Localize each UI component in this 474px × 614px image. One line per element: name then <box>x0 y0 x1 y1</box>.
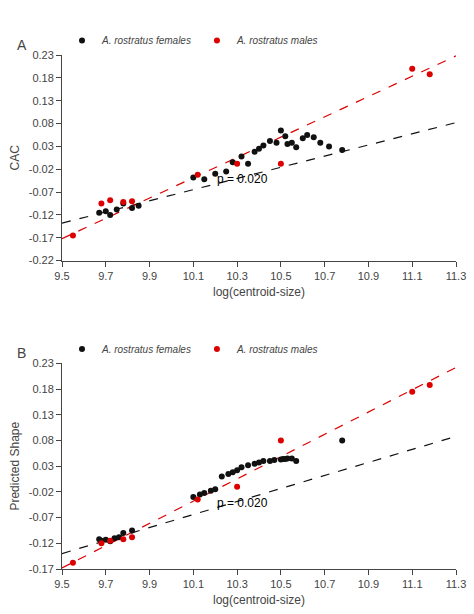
svg-text:10.7: 10.7 <box>314 270 335 282</box>
svg-text:10.1: 10.1 <box>183 578 204 590</box>
svg-text:10.7: 10.7 <box>314 578 335 590</box>
svg-text:-0.22: -0.22 <box>29 254 54 266</box>
svg-text:0.23: 0.23 <box>32 49 53 61</box>
svg-text:-0.12: -0.12 <box>29 537 54 549</box>
svg-text:10.3: 10.3 <box>226 578 247 590</box>
svg-text:10.9: 10.9 <box>358 270 379 282</box>
svg-text:9.5: 9.5 <box>54 270 69 282</box>
svg-text:11.1: 11.1 <box>402 270 423 282</box>
svg-text:p = 0.020: p = 0.020 <box>217 172 268 186</box>
svg-text:A. rostratus females: A. rostratus females <box>101 35 191 46</box>
svg-text:11.1: 11.1 <box>402 578 423 590</box>
svg-text:0.23: 0.23 <box>32 357 53 369</box>
svg-text:B: B <box>17 345 26 361</box>
svg-text:0.08: 0.08 <box>32 434 53 446</box>
svg-text:0.13: 0.13 <box>32 409 53 421</box>
svg-text:p = 0.020: p = 0.020 <box>217 496 268 510</box>
svg-text:10.5: 10.5 <box>270 270 291 282</box>
svg-text:11.3: 11.3 <box>446 578 467 590</box>
svg-text:0.13: 0.13 <box>32 95 53 107</box>
svg-text:0.03: 0.03 <box>32 460 53 472</box>
svg-text:0.18: 0.18 <box>32 383 53 395</box>
svg-text:9.9: 9.9 <box>142 578 157 590</box>
svg-text:10.5: 10.5 <box>270 578 291 590</box>
svg-text:9.9: 9.9 <box>142 270 157 282</box>
svg-text:CAC: CAC <box>8 145 22 171</box>
svg-text:-0.17: -0.17 <box>29 563 54 575</box>
svg-text:-0.07: -0.07 <box>29 186 54 198</box>
svg-text:-0.17: -0.17 <box>29 232 54 244</box>
svg-text:10.1: 10.1 <box>183 270 204 282</box>
svg-text:9.7: 9.7 <box>98 270 113 282</box>
svg-text:10.9: 10.9 <box>358 578 379 590</box>
svg-text:0.08: 0.08 <box>32 117 53 129</box>
svg-text:-0.02: -0.02 <box>29 486 54 498</box>
svg-text:-0.07: -0.07 <box>29 511 54 523</box>
svg-text:A. rostratus males: A. rostratus males <box>236 35 318 46</box>
svg-text:log(centroid-size): log(centroid-size) <box>213 593 305 607</box>
svg-text:0.18: 0.18 <box>32 72 53 84</box>
svg-text:-0.12: -0.12 <box>29 209 54 221</box>
svg-text:A. rostratus males: A. rostratus males <box>236 344 318 355</box>
svg-text:Predicted Shape: Predicted Shape <box>8 422 22 511</box>
svg-text:A: A <box>17 37 27 53</box>
svg-text:10.3: 10.3 <box>226 270 247 282</box>
svg-text:9.5: 9.5 <box>54 578 69 590</box>
svg-text:11.3: 11.3 <box>446 270 467 282</box>
svg-text:A. rostratus females: A. rostratus females <box>101 344 191 355</box>
svg-text:log(centroid-size): log(centroid-size) <box>213 285 305 299</box>
svg-text:-0.02: -0.02 <box>29 163 54 175</box>
svg-text:9.7: 9.7 <box>98 578 113 590</box>
svg-text:0.03: 0.03 <box>32 140 53 152</box>
